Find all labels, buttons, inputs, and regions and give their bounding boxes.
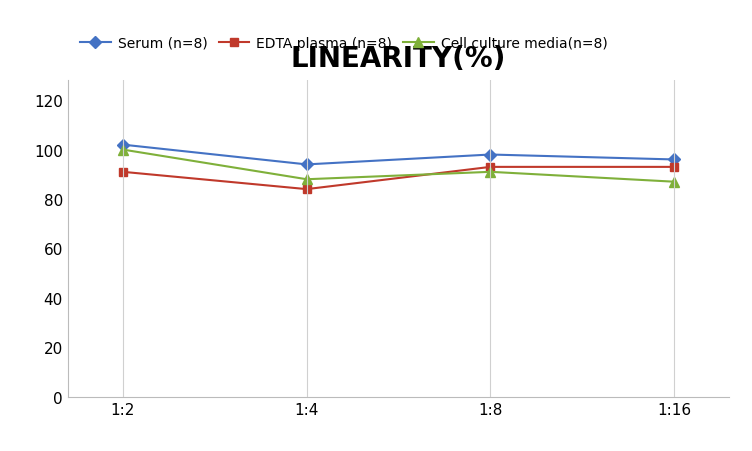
Serum (n=8) [302, 162, 311, 168]
Serum (n=8) [670, 157, 679, 163]
EDTA plasma (n=8) [670, 165, 679, 170]
Cell culture media(n=8) [118, 147, 127, 153]
Line: Cell culture media(n=8): Cell culture media(n=8) [118, 145, 679, 187]
Serum (n=8) [118, 143, 127, 148]
Legend: Serum (n=8), EDTA plasma (n=8), Cell culture media(n=8): Serum (n=8), EDTA plasma (n=8), Cell cul… [74, 31, 613, 56]
Cell culture media(n=8) [302, 177, 311, 183]
EDTA plasma (n=8) [302, 187, 311, 193]
EDTA plasma (n=8) [486, 165, 495, 170]
Cell culture media(n=8) [670, 179, 679, 185]
Line: EDTA plasma (n=8): EDTA plasma (n=8) [119, 163, 678, 194]
Line: Serum (n=8): Serum (n=8) [119, 141, 678, 169]
Title: LINEARITY(%): LINEARITY(%) [291, 46, 506, 74]
EDTA plasma (n=8) [118, 170, 127, 175]
Cell culture media(n=8) [486, 170, 495, 175]
Serum (n=8) [486, 152, 495, 158]
